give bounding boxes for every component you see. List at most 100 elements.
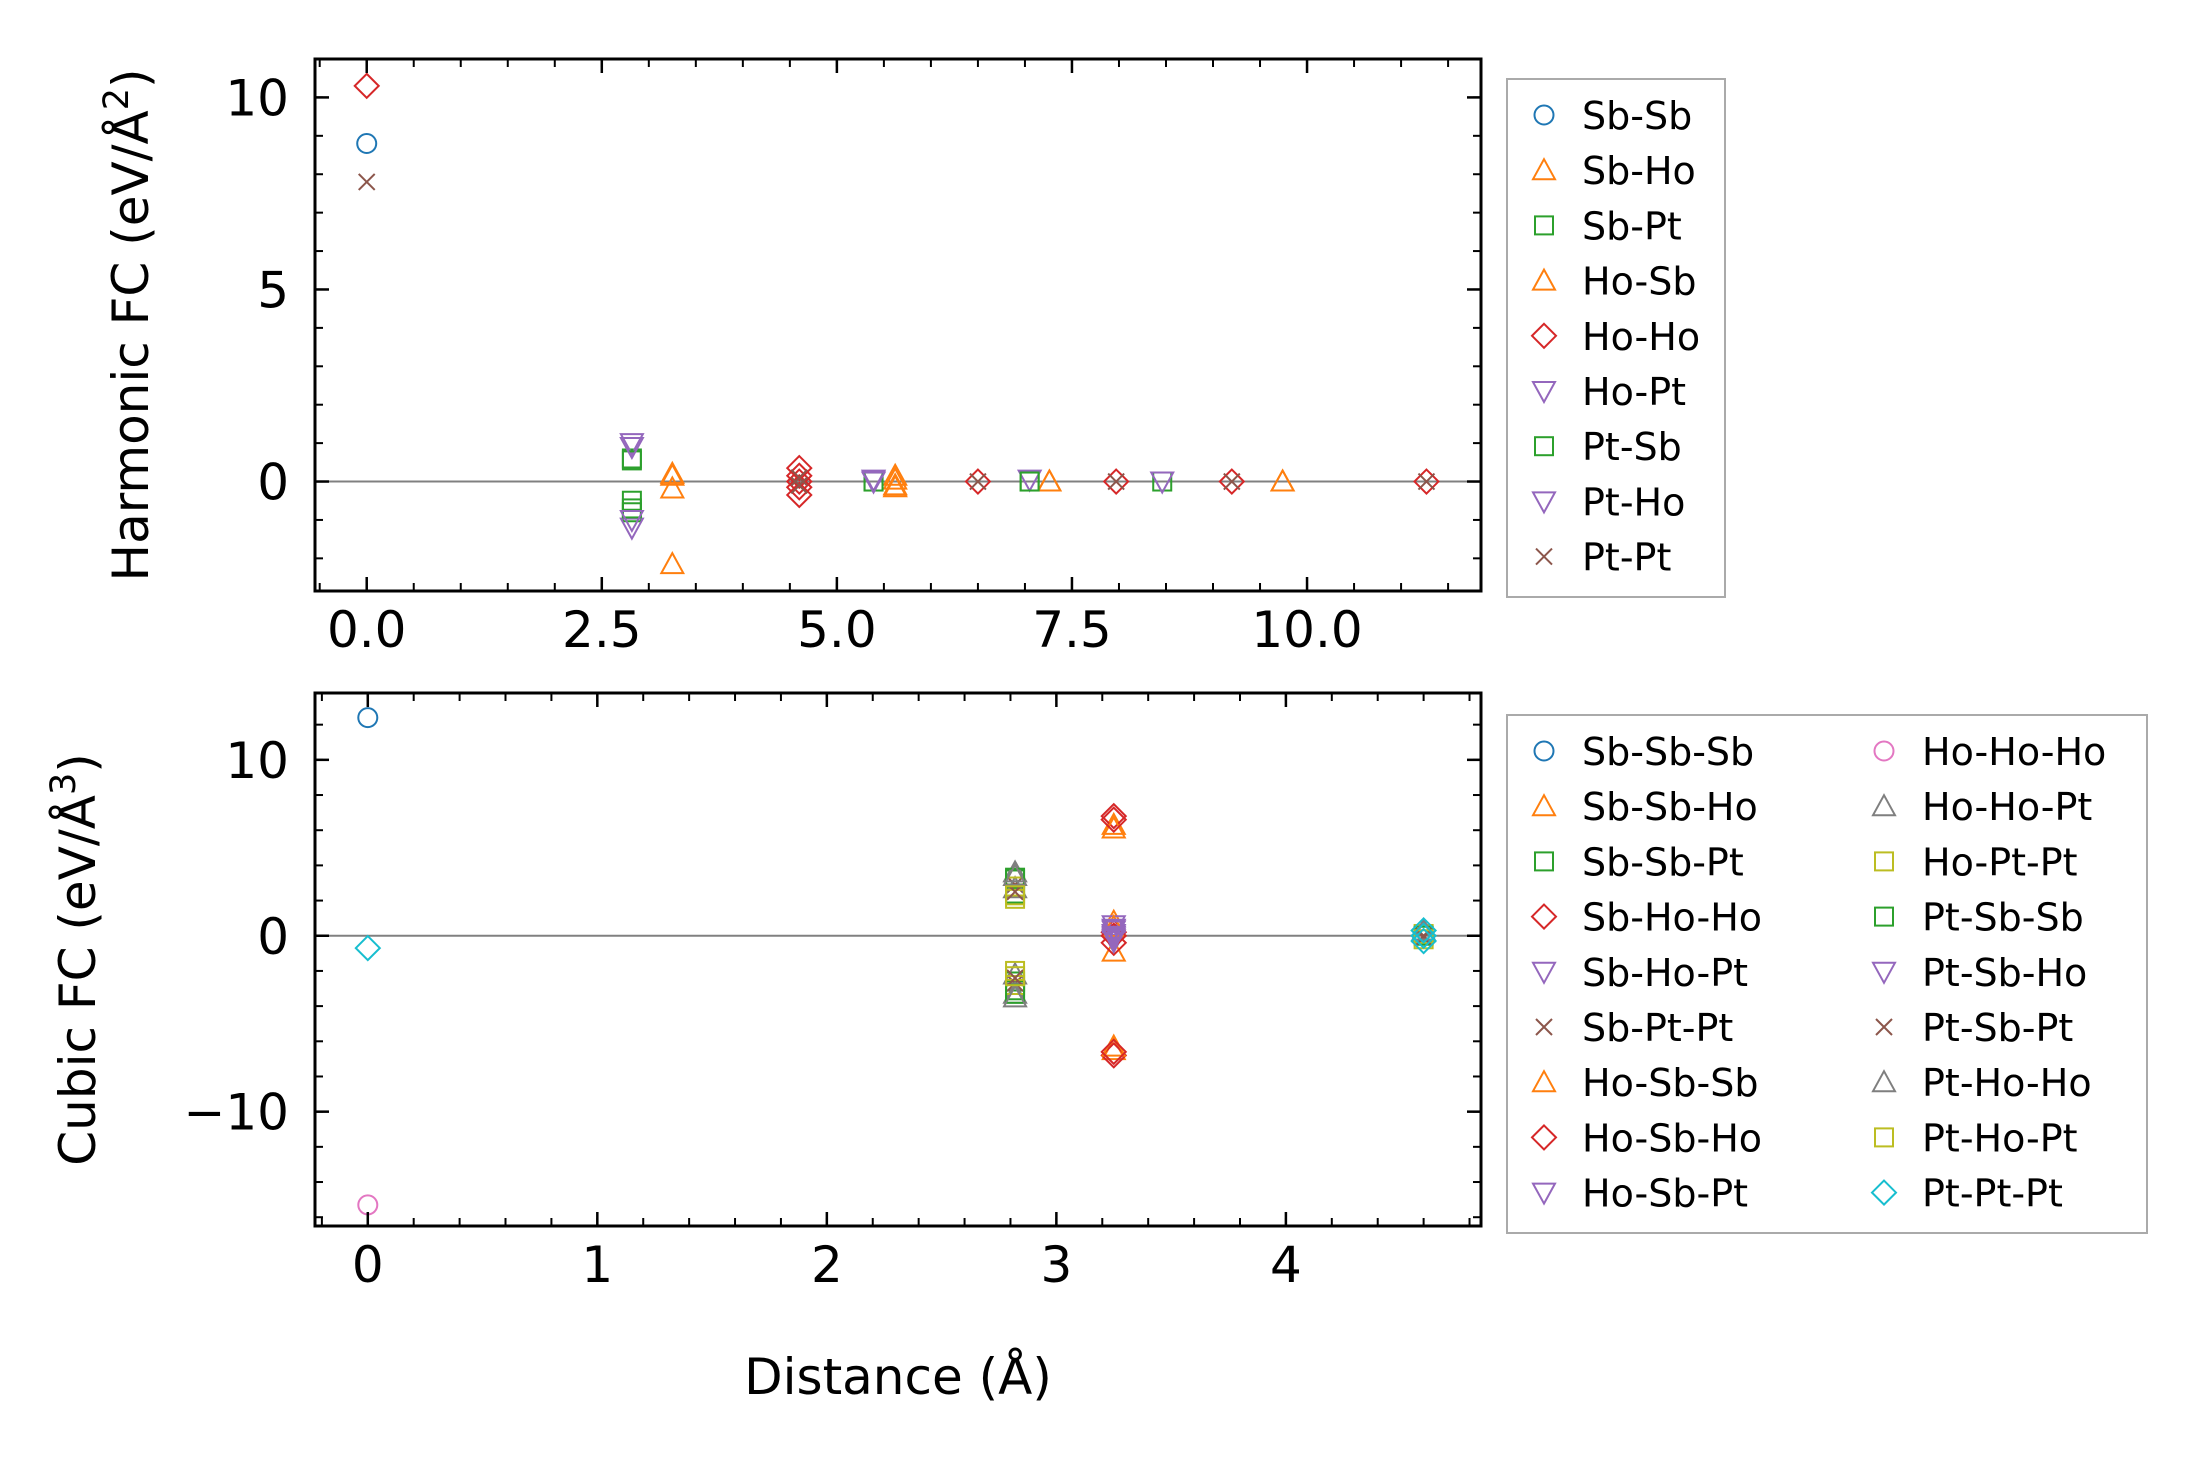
legend-marker	[1534, 436, 1554, 457]
series-ho-ho	[353, 72, 1440, 509]
data-point	[619, 509, 645, 534]
y-tick-label: −10	[183, 1084, 289, 1142]
legend-label: Sb-Sb-Ho	[1582, 785, 1758, 829]
legend-marker	[1531, 491, 1557, 515]
data-point	[882, 462, 908, 486]
legend-marker	[1534, 851, 1554, 872]
legend-label: Sb-Sb-Pt	[1582, 840, 1744, 884]
data-point	[1101, 927, 1127, 951]
legend-marker	[1531, 157, 1557, 181]
legend-item: Pt-Sb-Pt	[1875, 1006, 2073, 1050]
legend-label: Ho-Sb-Sb	[1582, 1061, 1758, 1105]
legend-label: Pt-Ho-Ho	[1922, 1061, 2092, 1105]
ticks	[315, 693, 1481, 1226]
legend-marker	[1531, 793, 1557, 817]
data-point	[1218, 468, 1246, 495]
legend-item: Sb-Pt-Pt	[1535, 1006, 1733, 1050]
data-point	[1005, 885, 1026, 906]
legend-label: Sb-Ho-Ho	[1582, 896, 1762, 940]
legend-label: Ho-Sb-Pt	[1582, 1172, 1748, 1216]
legend-label: Ho-Sb	[1582, 260, 1696, 304]
data-point	[1413, 468, 1440, 495]
legend-item: Sb-Sb	[1533, 94, 1692, 138]
x-tick-label: 5.0	[797, 601, 877, 659]
y-tick-label: 0	[257, 908, 289, 966]
data-point	[621, 498, 642, 519]
data-point	[1002, 862, 1028, 886]
legend-label: Pt-Ho	[1582, 480, 1685, 524]
data-point	[1417, 472, 1436, 491]
data-point	[1002, 859, 1028, 883]
legend-item: Ho-Sb-Pt	[1531, 1172, 1748, 1216]
legend-item: Sb-Ho-Pt	[1531, 951, 1748, 995]
legend-marker	[1531, 1069, 1557, 1093]
data-point	[1410, 917, 1438, 944]
legend-marker	[1533, 740, 1555, 762]
y-axis-label: Cubic FC (eV/Å3)	[44, 753, 107, 1166]
legend: Sb-Sb Sb-Ho Sb-Pt Ho-Sb Ho-Ho Ho-Pt Pt-Sb Pt-Ho…	[1506, 78, 1726, 598]
y-axis-label: Harmonic FC (eV/Å2)	[97, 68, 160, 581]
data-point	[621, 450, 642, 471]
data-point	[619, 517, 645, 541]
legend-item: Pt-Sb-Sb	[1874, 896, 2084, 940]
legend-item: Ho-Ho	[1530, 315, 1700, 359]
x-tick-label: 3	[1040, 1236, 1072, 1294]
legend-marker	[1531, 1182, 1557, 1206]
data-point	[1036, 468, 1063, 492]
legend-label: Sb-Ho-Pt	[1582, 951, 1748, 995]
data-point	[969, 472, 987, 491]
legend-marker	[1875, 1018, 1893, 1036]
legend-label: Sb-Pt	[1582, 204, 1682, 248]
legend-marker	[1874, 1127, 1894, 1148]
y-tick-label: 5	[257, 261, 289, 319]
data-point	[785, 454, 813, 482]
legend-marker	[1531, 961, 1557, 985]
legend-label: Sb-Sb-Sb	[1582, 730, 1754, 774]
legend-item: Sb-Sb-Ho	[1531, 785, 1758, 829]
series-pt-sb	[621, 450, 1040, 519]
legend-label: Sb-Sb	[1582, 94, 1692, 138]
data-point	[659, 475, 686, 499]
data-point	[785, 462, 813, 490]
data-point	[860, 471, 887, 495]
legend-item: Ho-Pt-Pt	[1874, 840, 2078, 884]
legend-marker	[1530, 903, 1558, 931]
cubic-fc-panel: 0 1 2 3 4 −10 0 10 Cubic FC (eV/Å3) Distance (Å) S…	[44, 691, 2148, 1406]
data-point	[1006, 969, 1024, 987]
legend-item: Ho-Ho-Pt	[1871, 785, 2092, 829]
series-pt-sb-ho	[1101, 920, 1127, 951]
data-point	[1002, 984, 1028, 1008]
legend-label: Pt-Ho-Pt	[1922, 1116, 2078, 1160]
legend-label: Ho-Pt-Pt	[1922, 840, 2078, 884]
legend-item: Sb-Sb-Pt	[1534, 840, 1744, 884]
x-tick-label: 4	[1270, 1236, 1302, 1294]
legend-item: Sb-Pt	[1534, 204, 1682, 248]
y-tick-label: 10	[225, 732, 289, 790]
axes-frame	[313, 691, 1483, 1228]
legend-label: Pt-Sb-Sb	[1922, 896, 2084, 940]
x-tick-label: 1	[581, 1236, 613, 1294]
legend-item: Ho-Sb-Sb	[1531, 1061, 1758, 1105]
legend-label: Ho-Ho-Pt	[1922, 785, 2092, 829]
y-tick-label: 10	[225, 69, 289, 127]
legend: Sb-Sb-Sb Sb-Sb-Ho Sb-Sb-Pt Sb-Ho-Ho Sb-Ho-Pt…	[1506, 714, 2148, 1234]
x-tick-label: 2.5	[562, 601, 642, 659]
x-tick-label: 7.5	[1032, 601, 1112, 659]
data-point	[1107, 472, 1125, 491]
x-tick-label: 0	[352, 1236, 384, 1294]
legend-marker	[1531, 267, 1557, 291]
legend-item: Pt-Pt-Pt	[1870, 1172, 2063, 1216]
legend-label: Pt-Pt-Pt	[1922, 1172, 2063, 1216]
data-point	[353, 72, 381, 100]
data-point	[619, 436, 645, 461]
data-point	[1101, 920, 1127, 944]
series-pt-ho	[619, 436, 887, 534]
legend-item: Sb-Sb-Sb	[1533, 730, 1754, 774]
data-point	[1016, 469, 1043, 493]
series-pt-pt	[358, 173, 1436, 495]
data-point	[1410, 927, 1438, 955]
data-point	[1005, 966, 1026, 987]
y-tick-label: 0	[257, 454, 289, 512]
legend-marker	[1870, 1179, 1898, 1207]
